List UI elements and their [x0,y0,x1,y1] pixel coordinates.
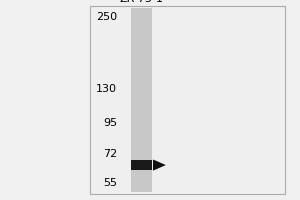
Bar [90,6,285,194]
Text: 250: 250 [96,12,117,22]
Polygon shape [153,159,166,171]
Text: 72: 72 [103,149,117,159]
Text: 95: 95 [103,118,117,128]
Bar [130,8,152,192]
Text: ZR-75-1: ZR-75-1 [119,0,163,4]
Text: 130: 130 [96,84,117,94]
Text: 55: 55 [103,178,117,188]
Bar [130,160,152,170]
